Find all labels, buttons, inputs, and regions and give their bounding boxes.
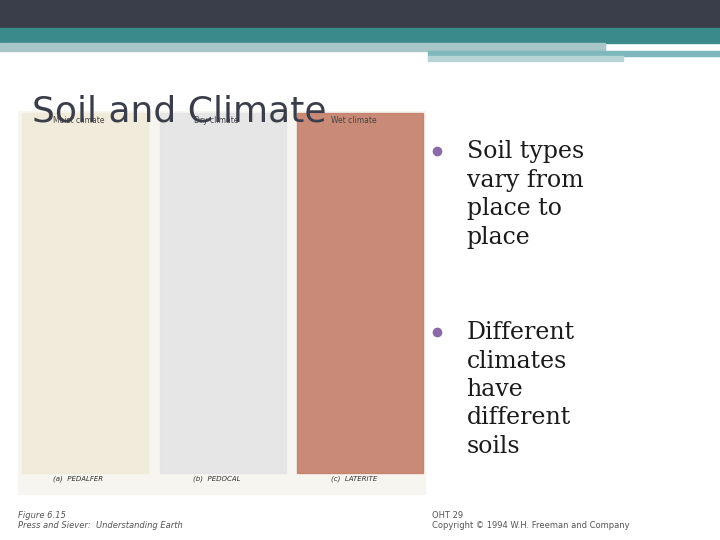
- Bar: [428, 56, 623, 61]
- Text: (c)  LATERITE: (c) LATERITE: [331, 475, 377, 482]
- Text: OHT 29
Copyright © 1994 W.H. Freeman and Company: OHT 29 Copyright © 1994 W.H. Freeman and…: [432, 511, 629, 530]
- Text: Soil types
vary from
place to
place: Soil types vary from place to place: [467, 140, 584, 248]
- Text: Dry climate: Dry climate: [194, 116, 239, 125]
- Bar: [0, 0, 720, 28]
- Bar: [22, 113, 148, 472]
- Text: Wet climate: Wet climate: [331, 116, 377, 125]
- Text: Soil and Climate: Soil and Climate: [32, 94, 327, 129]
- Text: (b)  PEDOCAL: (b) PEDOCAL: [193, 475, 240, 482]
- Text: (a)  PEDALFER: (a) PEDALFER: [53, 475, 104, 482]
- Text: Figure 6.15
Press and Siever:  Understanding Earth: Figure 6.15 Press and Siever: Understand…: [18, 511, 183, 530]
- Bar: [0, 43, 605, 51]
- Text: Moist climate: Moist climate: [53, 116, 104, 125]
- Bar: [0, 28, 720, 43]
- Bar: [160, 113, 286, 472]
- Bar: [18, 111, 425, 494]
- Bar: [297, 113, 423, 472]
- Bar: [428, 51, 720, 56]
- Text: Different
climates
have
different
soils: Different climates have different soils: [467, 321, 575, 458]
